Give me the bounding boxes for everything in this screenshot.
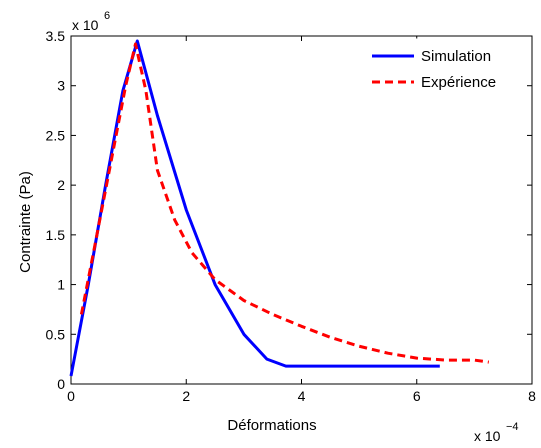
legend-label-experience: Expérience [421, 74, 496, 91]
x-tick-label: 6 [413, 388, 421, 404]
y-tick-label: 0 [57, 376, 65, 392]
legend-label-simulation: Simulation [421, 48, 491, 65]
y-tick-label: 2.5 [46, 127, 66, 143]
legend: Simulation Expérience [362, 38, 524, 98]
x-tick-label: 0 [67, 388, 75, 404]
x-multiplier-base: x 10 [474, 428, 501, 443]
y-tick-label: 0.5 [46, 326, 66, 342]
y-multiplier: x 10 6 [72, 10, 110, 33]
y-multiplier-base: x 10 [72, 17, 99, 33]
series-layer [69, 39, 490, 377]
y-tick-label: 1 [57, 277, 65, 293]
y-tick-label: 2 [57, 177, 65, 193]
x-multiplier-exponent: −4 [506, 421, 519, 433]
x-ticks: 0 2 4 6 8 [67, 36, 536, 404]
x-tick-label: 8 [528, 388, 536, 404]
y-tick-label: 1.5 [46, 227, 66, 243]
y-axis-label: Contrainte (Pa) [17, 171, 34, 273]
x-tick-label: 2 [182, 388, 190, 404]
y-tick-label: 3 [57, 78, 65, 94]
y-multiplier-exponent: 6 [104, 10, 110, 22]
x-multiplier: x 10 −4 [474, 421, 519, 444]
y-tick-label: 3.5 [46, 28, 66, 44]
x-axis-label: Déformations [227, 417, 316, 434]
x-tick-label: 4 [298, 388, 306, 404]
legend-box [362, 38, 524, 98]
series-line-experience [79, 42, 490, 364]
y-ticks: 0 0.5 1 1.5 2 2.5 3 3.5 [46, 28, 532, 392]
